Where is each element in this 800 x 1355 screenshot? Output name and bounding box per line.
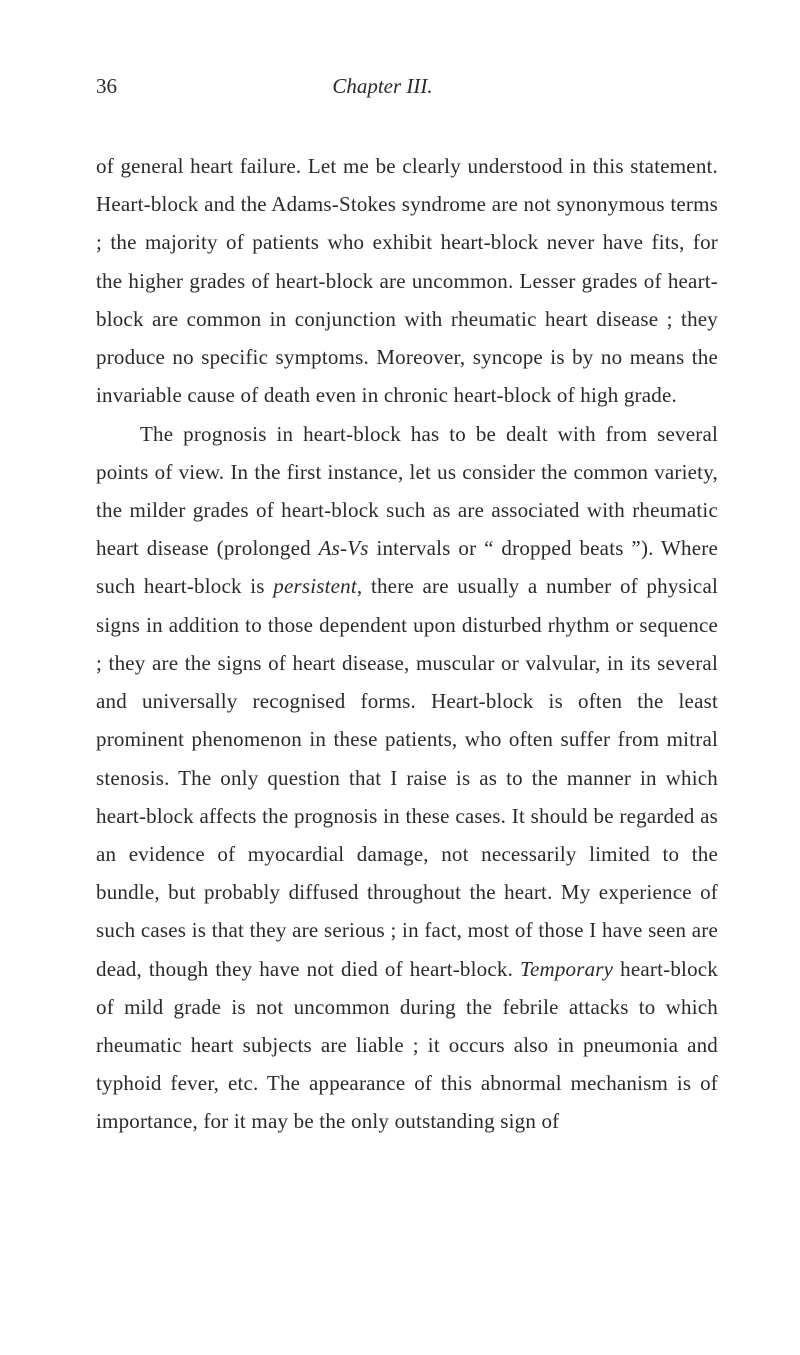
- paragraph-1: of general heart failure. Let me be clea…: [96, 147, 718, 415]
- p2-italic-1: As-Vs: [319, 536, 369, 560]
- paragraph-1-text: of general heart failure. Let me be clea…: [96, 154, 718, 407]
- body-text: of general heart failure. Let me be clea…: [96, 147, 718, 1141]
- p2-run-d: heart-block of mild grade is not uncommo…: [96, 957, 718, 1134]
- page: 36 Chapter III. of general heart failure…: [0, 0, 800, 1201]
- p2-italic-3: Tem­porary: [520, 957, 613, 981]
- paragraph-2: The prognosis in heart-block has to be d…: [96, 415, 718, 1141]
- page-header: 36 Chapter III.: [96, 74, 718, 99]
- p2-run-c: , there are usually a number of physical…: [96, 574, 718, 980]
- p2-italic-2: persistent: [273, 574, 357, 598]
- chapter-title: Chapter III.: [77, 74, 688, 99]
